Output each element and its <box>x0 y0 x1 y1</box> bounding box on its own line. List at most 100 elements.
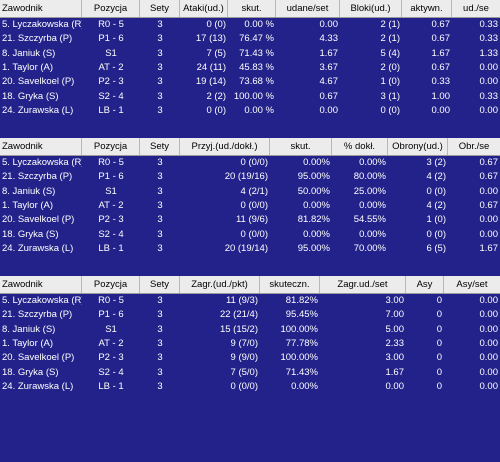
cell-attacks: 24 (11) <box>196 61 226 73</box>
cell-serves-per-set: 5.00 <box>385 323 405 335</box>
cell-defenses: 4 (2) <box>426 199 446 211</box>
column-header-sets[interactable]: Sety <box>140 0 180 17</box>
table-row[interactable]: 24. Zurawska (L) LB - 1 3 0 (0) 0.00 % 0.00 0 … <box>0 104 500 118</box>
cell-reception-accuracy: 70.00% <box>353 242 386 254</box>
cell-sets: 3 <box>157 61 163 73</box>
cell-block-activity: 1.67 <box>431 47 451 59</box>
column-header-block-activity[interactable]: aktywn. <box>402 0 452 17</box>
column-header-defenses-per-set[interactable]: Obr./se <box>458 141 490 152</box>
table-row[interactable]: 8. Janiuk (S) S1 3 15 (15/2) 100.00% 5.00 0 0.0… <box>0 323 500 337</box>
table-row[interactable]: 20. Savelkoel (P) P2 - 3 3 11 (9/6) 81.82% 54… <box>0 213 500 227</box>
cell-sets: 3 <box>157 47 163 59</box>
column-header-blocks-per-set[interactable]: ud./se <box>463 3 489 14</box>
table-row[interactable]: 8. Janiuk (S) S1 3 4 (2/1) 50.00% 25.00% 0 (0)… <box>0 185 500 199</box>
column-header-reception-eff[interactable]: skut. <box>270 138 332 155</box>
column-header-aces[interactable]: Asy <box>406 276 444 293</box>
cell-reception-accuracy: 0.00% <box>359 199 386 211</box>
column-header-serves[interactable]: Zagr.(ud./pkt) <box>180 276 260 293</box>
column-header-position[interactable]: Pozycja <box>82 276 140 293</box>
column-header-aces-per-set[interactable]: Asy/set <box>456 279 488 290</box>
column-header-blocks[interactable]: Bloki(ud.) <box>340 0 402 17</box>
cell-serve-eff: 100.00% <box>280 323 318 335</box>
table-row[interactable]: 21. Szczyrba (P) P1 - 6 3 17 (13) 76.47 % 4.3… <box>0 32 500 46</box>
cell-attacks: 0 (0) <box>206 104 226 116</box>
table-row[interactable]: 20. Savelkoel (P) P2 - 3 3 9 (9/0) 100.00% 3.… <box>0 351 500 365</box>
cell-attack-eff: 76.47 % <box>239 33 274 45</box>
cell-attacks: 19 (14) <box>195 76 226 88</box>
cell-player: 1. Taylor (A) <box>2 199 54 211</box>
table-row[interactable]: 18. Gryka (S) S2 - 4 3 2 (2) 100.00 % 0.67 3 (… <box>0 90 500 104</box>
table-row[interactable]: 24. Zurawska (L) LB - 1 3 0 (0/0) 0.00% 0.00 0… <box>0 380 500 394</box>
cell-receptions: 0 (0/0) <box>240 157 268 168</box>
table-row[interactable]: 21. Szczyrba (P) P1 - 6 3 20 (19/16) 95.00% 8… <box>0 170 500 184</box>
cell-serves-per-set: 1.67 <box>385 366 405 378</box>
table-row[interactable]: 5. Lyczakowska (R) R0 - 5 3 11 (9/3) 81.82% 3… <box>0 294 500 308</box>
cell-reception-accuracy: 80.00% <box>353 171 386 183</box>
column-header-sets[interactable]: Sety <box>140 138 180 155</box>
column-header-reception-accuracy[interactable]: % dokł. <box>332 138 388 155</box>
column-header-serve-eff[interactable]: skuteczn. <box>260 276 320 293</box>
cell-defenses: 6 (5) <box>426 242 446 254</box>
column-header-receptions[interactable]: Przyj.(ud./dokł.) <box>180 138 270 155</box>
cell-serves-per-set: 0.00 <box>385 380 405 392</box>
table-row[interactable]: 8. Janiuk (S) S1 3 7 (5) 71.43 % 1.67 5 (4) 1.6… <box>0 47 500 61</box>
cell-aces: 0 <box>436 380 442 392</box>
cell-blocks: 2 (1) <box>380 19 400 30</box>
column-header-attacks-per-set[interactable]: udane/set <box>276 0 340 17</box>
table-row[interactable]: 1. Taylor (A) AT - 2 3 0 (0/0) 0.00% 0.00% 4 (… <box>0 199 500 213</box>
cell-aces-per-set: 0.00 <box>479 295 499 306</box>
cell-defenses: 3 (2) <box>426 157 446 168</box>
column-header-position[interactable]: Pozycja <box>82 138 140 155</box>
cell-sets: 3 <box>157 366 163 378</box>
table-row[interactable]: 18. Gryka (S) S2 - 4 3 7 (5/0) 71.43% 1.67 0 0.… <box>0 366 500 380</box>
cell-blocks: 2 (0) <box>380 61 400 73</box>
cell-serves-per-set: 3.00 <box>385 295 405 306</box>
cell-defenses-per-set: 0.00 <box>479 228 499 240</box>
cell-defenses: 0 (0) <box>426 228 446 240</box>
cell-blocks-per-set: 0.00 <box>479 76 499 88</box>
table-row[interactable]: 5. Lyczakowska (R) R0 - 5 3 0 (0) 0.00 % 0.00… <box>0 18 500 32</box>
table-row[interactable]: 18. Gryka (S) S2 - 4 3 0 (0/0) 0.00% 0.00% 0 (… <box>0 228 500 242</box>
column-header-player[interactable]: Zawodnik <box>0 0 82 17</box>
column-header-attack-eff[interactable]: skut. <box>228 0 276 17</box>
table-row[interactable]: 24. Zurawska (L) LB - 1 3 20 (19/14) 95.00% 7… <box>0 242 500 256</box>
cell-attacks-per-set: 4.67 <box>319 76 339 88</box>
column-header-player[interactable]: Zawodnik <box>0 276 82 293</box>
column-header-serves-per-set[interactable]: Zagr.ud./set <box>320 276 406 293</box>
cell-player: 18. Gryka (S) <box>2 90 59 102</box>
cell-reception-eff: 95.00% <box>297 171 330 183</box>
cell-defenses: 1 (0) <box>426 214 446 226</box>
cell-attacks: 17 (13) <box>195 33 226 45</box>
cell-position: AT - 2 <box>98 337 124 349</box>
cell-serve-eff: 81.82% <box>285 295 318 306</box>
table-row[interactable]: 1. Taylor (A) AT - 2 3 24 (11) 45.83 % 3.67 2 … <box>0 61 500 75</box>
cell-block-activity: 0.67 <box>431 61 451 73</box>
cell-reception-eff: 0.00% <box>303 228 330 240</box>
cell-position: R0 - 5 <box>98 295 124 306</box>
cell-attack-eff: 73.68 % <box>239 76 274 88</box>
column-header-position[interactable]: Pozycja <box>82 0 140 17</box>
cell-serves-per-set: 7.00 <box>385 309 405 321</box>
cell-attacks-per-set: 0.00 <box>319 19 339 30</box>
cell-serves-per-set: 2.33 <box>385 337 405 349</box>
cell-position: AT - 2 <box>98 61 124 73</box>
cell-position: S1 <box>105 47 117 59</box>
table-row[interactable]: 20. Savelkoel (P) P2 - 3 3 19 (14) 73.68 % 4.… <box>0 75 500 89</box>
cell-aces-per-set: 0.00 <box>479 366 499 378</box>
column-header-player[interactable]: Zawodnik <box>0 138 82 155</box>
cell-sets: 3 <box>157 104 163 116</box>
table-row[interactable]: 1. Taylor (A) AT - 2 3 9 (7/0) 77.78% 2.33 0 0.… <box>0 337 500 351</box>
table-row[interactable]: 5. Lyczakowska (R) R0 - 5 3 0 (0/0) 0.00% 0.0… <box>0 156 500 170</box>
table-row[interactable]: 21. Szczyrba (P) P1 - 6 3 22 (21/4) 95.45% 7.… <box>0 308 500 322</box>
table-header: Zawodnik Pozycja Sety Przyj.(ud./dokł.) skut… <box>0 138 500 156</box>
cell-defenses-per-set: 0.00 <box>479 185 499 197</box>
column-header-attacks[interactable]: Ataki(ud.) <box>180 0 228 17</box>
column-header-defenses[interactable]: Obrony(ud.) <box>388 138 448 155</box>
cell-attack-eff: 71.43 % <box>239 47 274 59</box>
cell-sets: 3 <box>157 228 163 240</box>
cell-blocks: 5 (4) <box>380 47 400 59</box>
cell-aces: 0 <box>436 337 442 349</box>
column-header-sets[interactable]: Sety <box>140 276 180 293</box>
cell-defenses-per-set: 0.67 <box>479 171 499 183</box>
cell-attacks: 7 (5) <box>206 47 226 59</box>
